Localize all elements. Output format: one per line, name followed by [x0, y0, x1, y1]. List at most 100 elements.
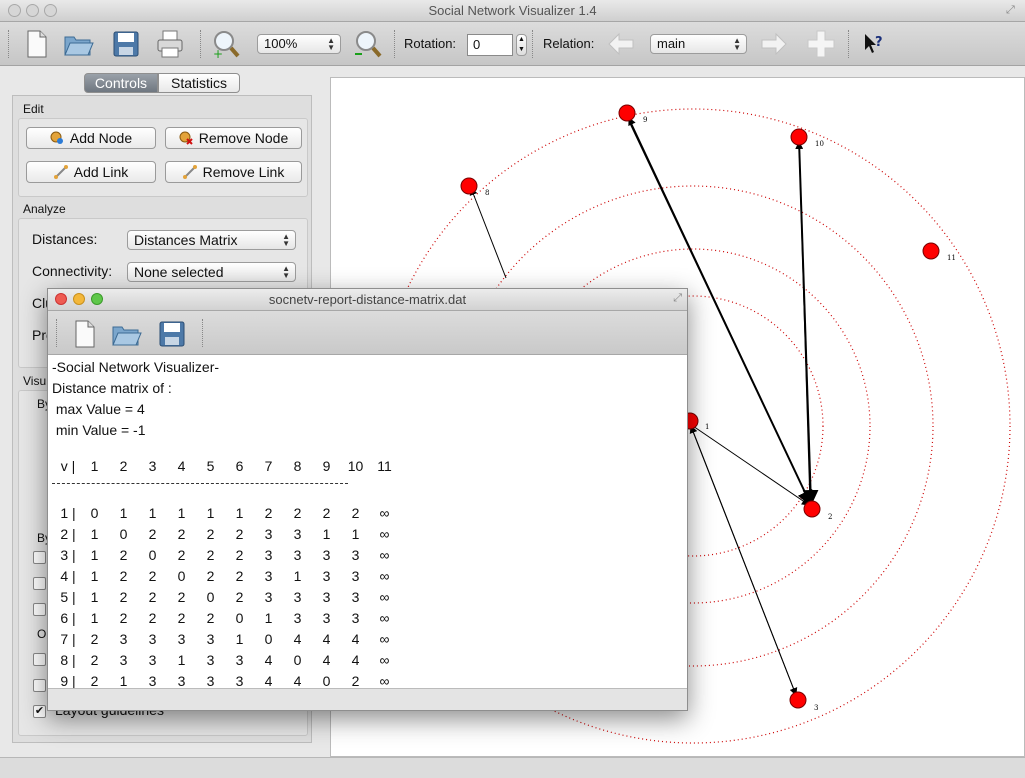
title-bar: Social Network Visualizer 1.4 ⤢: [0, 0, 1025, 22]
save-icon[interactable]: [156, 318, 188, 350]
new-file-icon[interactable]: [20, 28, 52, 60]
toolbar-grip[interactable]: [532, 30, 534, 58]
table-header: 8: [293, 457, 302, 474]
add-node-button[interactable]: Add Node: [26, 127, 156, 149]
rotation-input[interactable]: 0: [467, 34, 513, 56]
zoom-in-icon[interactable]: +: [210, 28, 242, 60]
report-window: socnetv-report-distance-matrix.dat ⤢ -So…: [47, 288, 688, 711]
option-checkbox[interactable]: [33, 679, 46, 692]
table-cell: 3: [264, 588, 273, 605]
connectivity-select[interactable]: None selected ▲ ▼: [127, 262, 296, 282]
add-relation-icon[interactable]: [805, 28, 837, 60]
table-cell: 2: [351, 504, 360, 521]
edit-group-title: Edit: [23, 102, 44, 116]
graph-edge[interactable]: [689, 423, 810, 506]
zoom-out-icon[interactable]: [352, 28, 384, 60]
open-folder-icon[interactable]: [110, 318, 142, 350]
table-cell: 3: [235, 672, 244, 689]
previous-relation-icon[interactable]: [605, 28, 637, 60]
table-cell: 0: [264, 630, 273, 647]
toolbar-grip[interactable]: [848, 30, 850, 58]
fullscreen-icon[interactable]: ⤢: [1006, 4, 1015, 16]
relation-select[interactable]: main ▲ ▼: [650, 34, 747, 54]
zoom-report-icon[interactable]: [91, 293, 103, 305]
toolbar-grip[interactable]: [202, 319, 204, 347]
layout-guidelines-checkbox[interactable]: ✔: [33, 705, 46, 718]
table-cell: 1: [235, 630, 244, 647]
graph-edge[interactable]: [628, 117, 812, 506]
graph-node[interactable]: 8: [460, 177, 489, 197]
graph-edge[interactable]: [469, 187, 507, 279]
row-label: 5 |: [60, 588, 76, 605]
table-cell: ∞: [379, 609, 390, 626]
minimize-window-icon[interactable]: [26, 4, 39, 17]
remove-link-button[interactable]: Remove Link: [165, 161, 302, 183]
rotation-stepper[interactable]: ▲ ▼: [516, 34, 527, 56]
table-cell: 1: [90, 609, 99, 626]
report-scrollbar[interactable]: [48, 688, 687, 710]
distances-select[interactable]: Distances Matrix ▲ ▼: [127, 230, 296, 250]
report-text[interactable]: -Social Network Visualizer- Distance mat…: [48, 355, 687, 688]
minimize-report-icon[interactable]: [73, 293, 85, 305]
table-cell: 1: [293, 567, 302, 584]
zoom-window-icon[interactable]: [44, 4, 57, 17]
graph-drawing[interactable]: 8 9 10 11 1 2 3: [331, 78, 1024, 756]
table-cell: 3: [177, 630, 186, 647]
print-icon[interactable]: [154, 28, 186, 60]
graph-node[interactable]: 2: [803, 500, 832, 521]
layout-guide-circle: [515, 248, 871, 604]
table-row: 8 | 2 3 3 1 3 3 4 0 4 4 ∞: [56, 649, 399, 670]
remove-node-label: Remove Node: [198, 130, 289, 146]
table-cell: 1: [90, 588, 99, 605]
graph-node[interactable]: 3: [789, 691, 818, 712]
table-cell: 3: [293, 525, 302, 542]
close-window-icon[interactable]: [8, 4, 21, 17]
report-line: min Value = -1: [52, 422, 146, 438]
save-icon[interactable]: [110, 28, 142, 60]
whats-this-icon[interactable]: ?: [862, 32, 886, 56]
new-file-icon[interactable]: [68, 318, 100, 350]
table-cell: 3: [206, 630, 215, 647]
report-line: -Social Network Visualizer-: [52, 359, 220, 375]
layout-checkbox[interactable]: [33, 603, 46, 616]
toolbar-grip[interactable]: [200, 30, 202, 58]
table-row: 2 | 1 0 2 2 2 2 3 3 1 1 ∞: [56, 523, 399, 544]
table-cell: ∞: [379, 588, 390, 605]
svg-text:1: 1: [705, 423, 709, 431]
table-cell: 3: [148, 651, 157, 668]
add-link-button[interactable]: Add Link: [26, 161, 156, 183]
graph-edge[interactable]: [689, 425, 797, 696]
table-cell: 1: [90, 525, 99, 542]
table-cell: 2: [148, 588, 157, 605]
toolbar-grip[interactable]: [56, 319, 58, 347]
open-folder-icon[interactable]: [62, 28, 94, 60]
main-toolbar: + 100% ▲ ▼ Rotation: 0 ▲ ▼ Relation: main ▲ ▼…: [0, 22, 1025, 66]
graph-node[interactable]: 11: [922, 242, 956, 262]
option-checkbox[interactable]: [33, 653, 46, 666]
close-report-icon[interactable]: [55, 293, 67, 305]
table-cell: 1: [177, 651, 186, 668]
graph-node[interactable]: 9: [618, 104, 647, 124]
tab-controls[interactable]: Controls: [84, 73, 158, 93]
layout-checkbox[interactable]: [33, 577, 46, 590]
table-cell: 3: [351, 588, 360, 605]
table-cell: 0: [293, 651, 302, 668]
toolbar-grip[interactable]: [394, 30, 396, 58]
table-cell: 2: [119, 588, 128, 605]
next-relation-icon[interactable]: [758, 28, 790, 60]
zoom-select[interactable]: 100% ▲ ▼: [257, 34, 341, 54]
row-label: 1 |: [60, 504, 76, 521]
remove-node-button[interactable]: Remove Node: [165, 127, 302, 149]
visualize-group-title: Visu: [23, 374, 47, 388]
report-title-bar: socnetv-report-distance-matrix.dat ⤢: [48, 289, 687, 311]
rotation-label: Rotation:: [404, 36, 457, 51]
tab-statistics[interactable]: Statistics: [158, 73, 240, 93]
layout-checkbox[interactable]: [33, 551, 46, 564]
table-cell: ∞: [379, 672, 390, 689]
graph-node[interactable]: 10: [790, 128, 824, 148]
svg-text:+: +: [213, 47, 223, 60]
report-fullscreen-icon[interactable]: ⤢: [673, 292, 682, 304]
graph-edge[interactable]: [795, 141, 811, 505]
toolbar-grip[interactable]: [8, 30, 10, 58]
